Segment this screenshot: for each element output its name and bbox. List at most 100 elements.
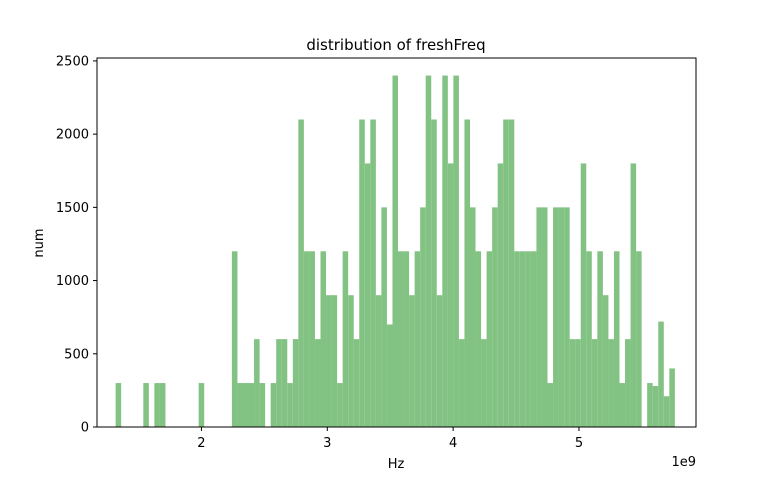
y-axis-ticks: 0 500 1000 1500 2000 2500 — [56, 54, 97, 436]
histogram-bar — [630, 163, 637, 427]
x-tick-label: 3 — [323, 436, 331, 451]
histogram-bar — [597, 251, 603, 427]
histogram-bar — [326, 295, 332, 427]
histogram-bar — [143, 383, 149, 427]
histogram-bar — [281, 339, 288, 427]
y-tick-label: 500 — [64, 347, 89, 362]
histogram-bar — [547, 383, 554, 427]
histogram-bar — [409, 295, 415, 427]
histogram-bar — [514, 251, 520, 427]
histogram-bar — [536, 207, 542, 427]
histogram-bar — [619, 383, 626, 427]
histogram-bar — [314, 339, 321, 427]
histogram-bar — [658, 321, 664, 427]
x-tick-label: 5 — [575, 436, 583, 451]
y-axis-label: num — [32, 228, 47, 257]
histogram-bar — [475, 251, 482, 427]
histogram-bar — [342, 251, 349, 427]
histogram-bar — [348, 295, 354, 427]
histogram-bar — [458, 339, 465, 427]
histogram-bar — [442, 75, 448, 427]
histogram-bar — [248, 383, 255, 427]
histogram-bar — [231, 251, 238, 427]
histogram-bar — [381, 207, 387, 427]
histogram-bar — [669, 368, 675, 427]
histogram-bar — [298, 119, 304, 427]
histogram-bar — [553, 207, 559, 427]
histogram-bar — [481, 339, 487, 427]
histogram-bar — [636, 251, 642, 427]
histogram-bar — [503, 119, 509, 427]
histogram-bar — [320, 251, 327, 427]
axes-frame — [96, 57, 697, 428]
histogram-bar — [403, 251, 410, 427]
histogram-bar — [386, 324, 393, 427]
histogram-bar — [497, 163, 504, 427]
histogram-bar — [647, 383, 653, 427]
histogram-bar — [586, 251, 592, 427]
histogram-bar — [331, 295, 338, 427]
histogram-bar — [469, 207, 476, 427]
histogram-bar — [580, 163, 587, 427]
histogram-bar — [453, 75, 459, 427]
histogram-bar — [447, 163, 454, 427]
histogram-bar — [575, 339, 581, 427]
histogram-bar — [242, 383, 249, 427]
histogram-bar — [198, 383, 205, 427]
histogram-bar — [414, 251, 421, 427]
histogram-bar — [392, 75, 399, 427]
histogram-bar — [425, 75, 432, 427]
y-tick-label: 1500 — [56, 201, 89, 216]
x-axis-ticks: 2 3 4 5 — [197, 427, 583, 451]
chart-title: distribution of freshFreq — [306, 36, 485, 54]
histogram-bar — [115, 383, 122, 427]
histogram-bar — [359, 119, 365, 427]
histogram-bar — [564, 207, 570, 427]
histogram-bar — [353, 339, 360, 427]
histogram-bar — [420, 207, 426, 427]
histogram-bar — [613, 251, 620, 427]
histogram-bar — [663, 396, 670, 427]
histogram-bar — [508, 119, 515, 427]
histogram-bar — [602, 295, 609, 427]
histogram-bar — [309, 251, 315, 427]
histogram-bar — [625, 339, 631, 427]
histogram-bar — [370, 119, 376, 427]
x-tick-label: 4 — [449, 436, 457, 451]
histogram-bar — [237, 383, 243, 427]
x-axis-offset-label: 1e9 — [671, 455, 696, 470]
histogram-bar — [254, 339, 260, 427]
histogram-bar — [530, 251, 537, 427]
histogram-bar — [519, 251, 526, 427]
histogram-bar — [270, 383, 277, 427]
y-tick-label: 0 — [81, 421, 89, 436]
histogram-bar — [541, 207, 548, 427]
histogram-bar — [569, 339, 576, 427]
histogram-bars — [115, 75, 675, 427]
histogram-bar — [364, 163, 371, 427]
histogram-bar — [303, 251, 310, 427]
histogram-bar — [292, 339, 299, 427]
histogram-bar — [464, 119, 470, 427]
histogram-bar — [591, 339, 598, 427]
histogram-bar — [436, 295, 443, 427]
histogram-bar — [276, 339, 282, 427]
x-axis-label: Hz — [388, 457, 405, 472]
y-tick-label: 2000 — [56, 128, 89, 143]
histogram-bar — [486, 251, 493, 427]
histogram-bar — [492, 207, 498, 427]
histogram-bar — [259, 383, 266, 427]
histogram-bar — [159, 383, 166, 427]
y-tick-label: 1000 — [56, 274, 89, 289]
histogram-bar — [375, 295, 382, 427]
histogram-bar — [608, 339, 614, 427]
histogram-bar — [337, 383, 343, 427]
histogram-bar — [287, 383, 293, 427]
histogram-bar — [558, 207, 565, 427]
histogram-bar — [525, 251, 531, 427]
histogram-bar — [431, 119, 437, 427]
histogram-bar — [154, 383, 160, 427]
x-tick-label: 2 — [197, 436, 205, 451]
